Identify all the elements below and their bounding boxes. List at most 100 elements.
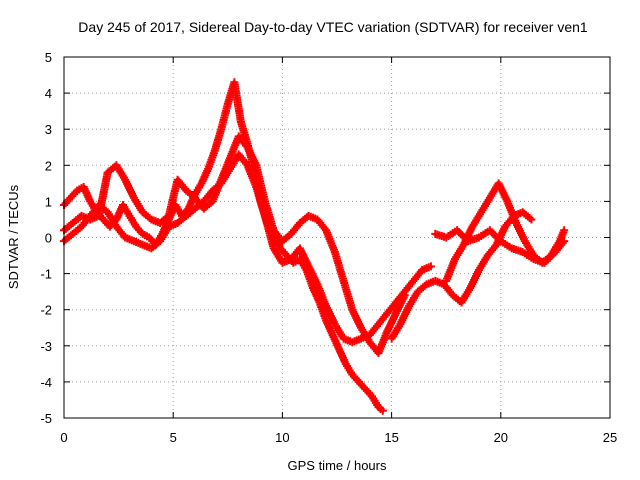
- series-track-1: [60, 78, 387, 415]
- marker-trail: [375, 311, 390, 327]
- marker-trail: [424, 277, 438, 288]
- y-tick-label: 4: [45, 86, 52, 101]
- marker-trail: [70, 224, 84, 237]
- marker-trail: [332, 322, 347, 341]
- marker-trail: [520, 249, 536, 262]
- marker-trail: [252, 185, 269, 218]
- marker-trail: [61, 220, 75, 233]
- marker-trail: [406, 289, 421, 309]
- y-tick-label: 1: [45, 194, 52, 209]
- marker-trail: [476, 253, 491, 272]
- marker-trail: [402, 278, 416, 294]
- x-axis-label: GPS time / hours: [288, 458, 387, 473]
- marker-trail: [280, 256, 293, 266]
- marker-trail: [498, 238, 514, 251]
- marker-trail: [458, 286, 473, 305]
- y-tick-label: -4: [40, 375, 52, 390]
- marker-trail: [343, 362, 355, 377]
- marker-trail: [157, 224, 172, 244]
- marker-trail: [356, 379, 368, 392]
- marker-trail: [280, 231, 294, 244]
- marker-trail: [201, 198, 215, 212]
- marker-trail: [444, 227, 459, 241]
- marker-trail: [363, 386, 375, 399]
- marker-trail: [210, 180, 224, 194]
- marker-trail: [236, 152, 250, 168]
- data-point: [560, 226, 569, 235]
- marker-trail: [350, 335, 363, 346]
- marker-trail: [469, 210, 484, 229]
- y-tick-label: 5: [45, 50, 52, 65]
- marker-trail: [367, 321, 382, 338]
- marker-trail: [410, 267, 425, 284]
- marker-trail: [175, 213, 189, 226]
- series-track-3: [60, 150, 435, 347]
- y-tick-label: -1: [40, 267, 52, 282]
- marker-trail: [388, 322, 404, 341]
- marker-trail: [175, 177, 189, 193]
- marker-trail: [236, 134, 250, 150]
- marker-trail: [433, 277, 446, 288]
- y-tick-label: -5: [40, 411, 52, 426]
- marker-trail: [78, 213, 93, 229]
- chart-title: Day 245 of 2017, Sidereal Day-to-day VTE…: [78, 19, 588, 35]
- marker-trail: [167, 219, 180, 230]
- marker-trail: [340, 279, 356, 312]
- series-track-6: [431, 226, 569, 267]
- marker-trail: [297, 257, 310, 272]
- marker-trail: [140, 231, 151, 241]
- marker-trail: [123, 234, 136, 245]
- y-tick-label: 3: [45, 122, 52, 137]
- marker-trail: [454, 228, 471, 244]
- marker-trail: [288, 220, 303, 237]
- marker-trail: [133, 224, 145, 237]
- marker-trail: [113, 163, 128, 182]
- marker-trail: [146, 235, 159, 247]
- marker-trail: [306, 212, 320, 223]
- marker-trail: [552, 238, 567, 255]
- marker-trail: [291, 256, 302, 266]
- marker-trail: [542, 249, 558, 265]
- marker-trail: [230, 80, 245, 124]
- marker-trail: [314, 217, 329, 233]
- marker-trail: [393, 289, 408, 305]
- marker-trail: [132, 238, 145, 248]
- marker-trail: [149, 238, 163, 251]
- marker-trail: [211, 127, 225, 153]
- marker-trail: [420, 263, 433, 274]
- marker-trail: [217, 102, 232, 131]
- y-tick-label: -2: [40, 303, 52, 318]
- marker-trail: [149, 216, 162, 227]
- y-tick-label: -3: [40, 339, 52, 354]
- x-tick-label: 15: [384, 430, 398, 445]
- marker-trail: [349, 372, 362, 385]
- marker-trail: [270, 246, 286, 265]
- marker-trail: [359, 331, 372, 342]
- marker-trail: [75, 184, 86, 194]
- marker-trail: [184, 188, 198, 201]
- marker-trail: [218, 166, 233, 186]
- data-point: [527, 215, 536, 224]
- x-tick-label: 25: [603, 430, 617, 445]
- marker-trail: [477, 227, 492, 241]
- marker-trail: [131, 195, 146, 215]
- y-tick-label: 0: [45, 231, 52, 246]
- marker-trail: [341, 335, 355, 346]
- x-tick-label: 5: [170, 430, 177, 445]
- marker-trail: [261, 214, 278, 251]
- marker-trail: [369, 394, 382, 410]
- marker-trail: [61, 195, 73, 208]
- marker-trail: [192, 198, 207, 212]
- x-tick-label: 10: [275, 430, 289, 445]
- y-tick-label: 2: [45, 158, 52, 173]
- marker-trail: [100, 217, 113, 229]
- marker-trail: [487, 228, 503, 244]
- marker-trail: [61, 231, 75, 244]
- marker-trail: [68, 188, 80, 200]
- marker-trail: [261, 199, 277, 233]
- marker-trail: [485, 242, 499, 258]
- marker-trail: [96, 202, 110, 215]
- data-point: [426, 262, 435, 271]
- marker-trail: [441, 282, 456, 298]
